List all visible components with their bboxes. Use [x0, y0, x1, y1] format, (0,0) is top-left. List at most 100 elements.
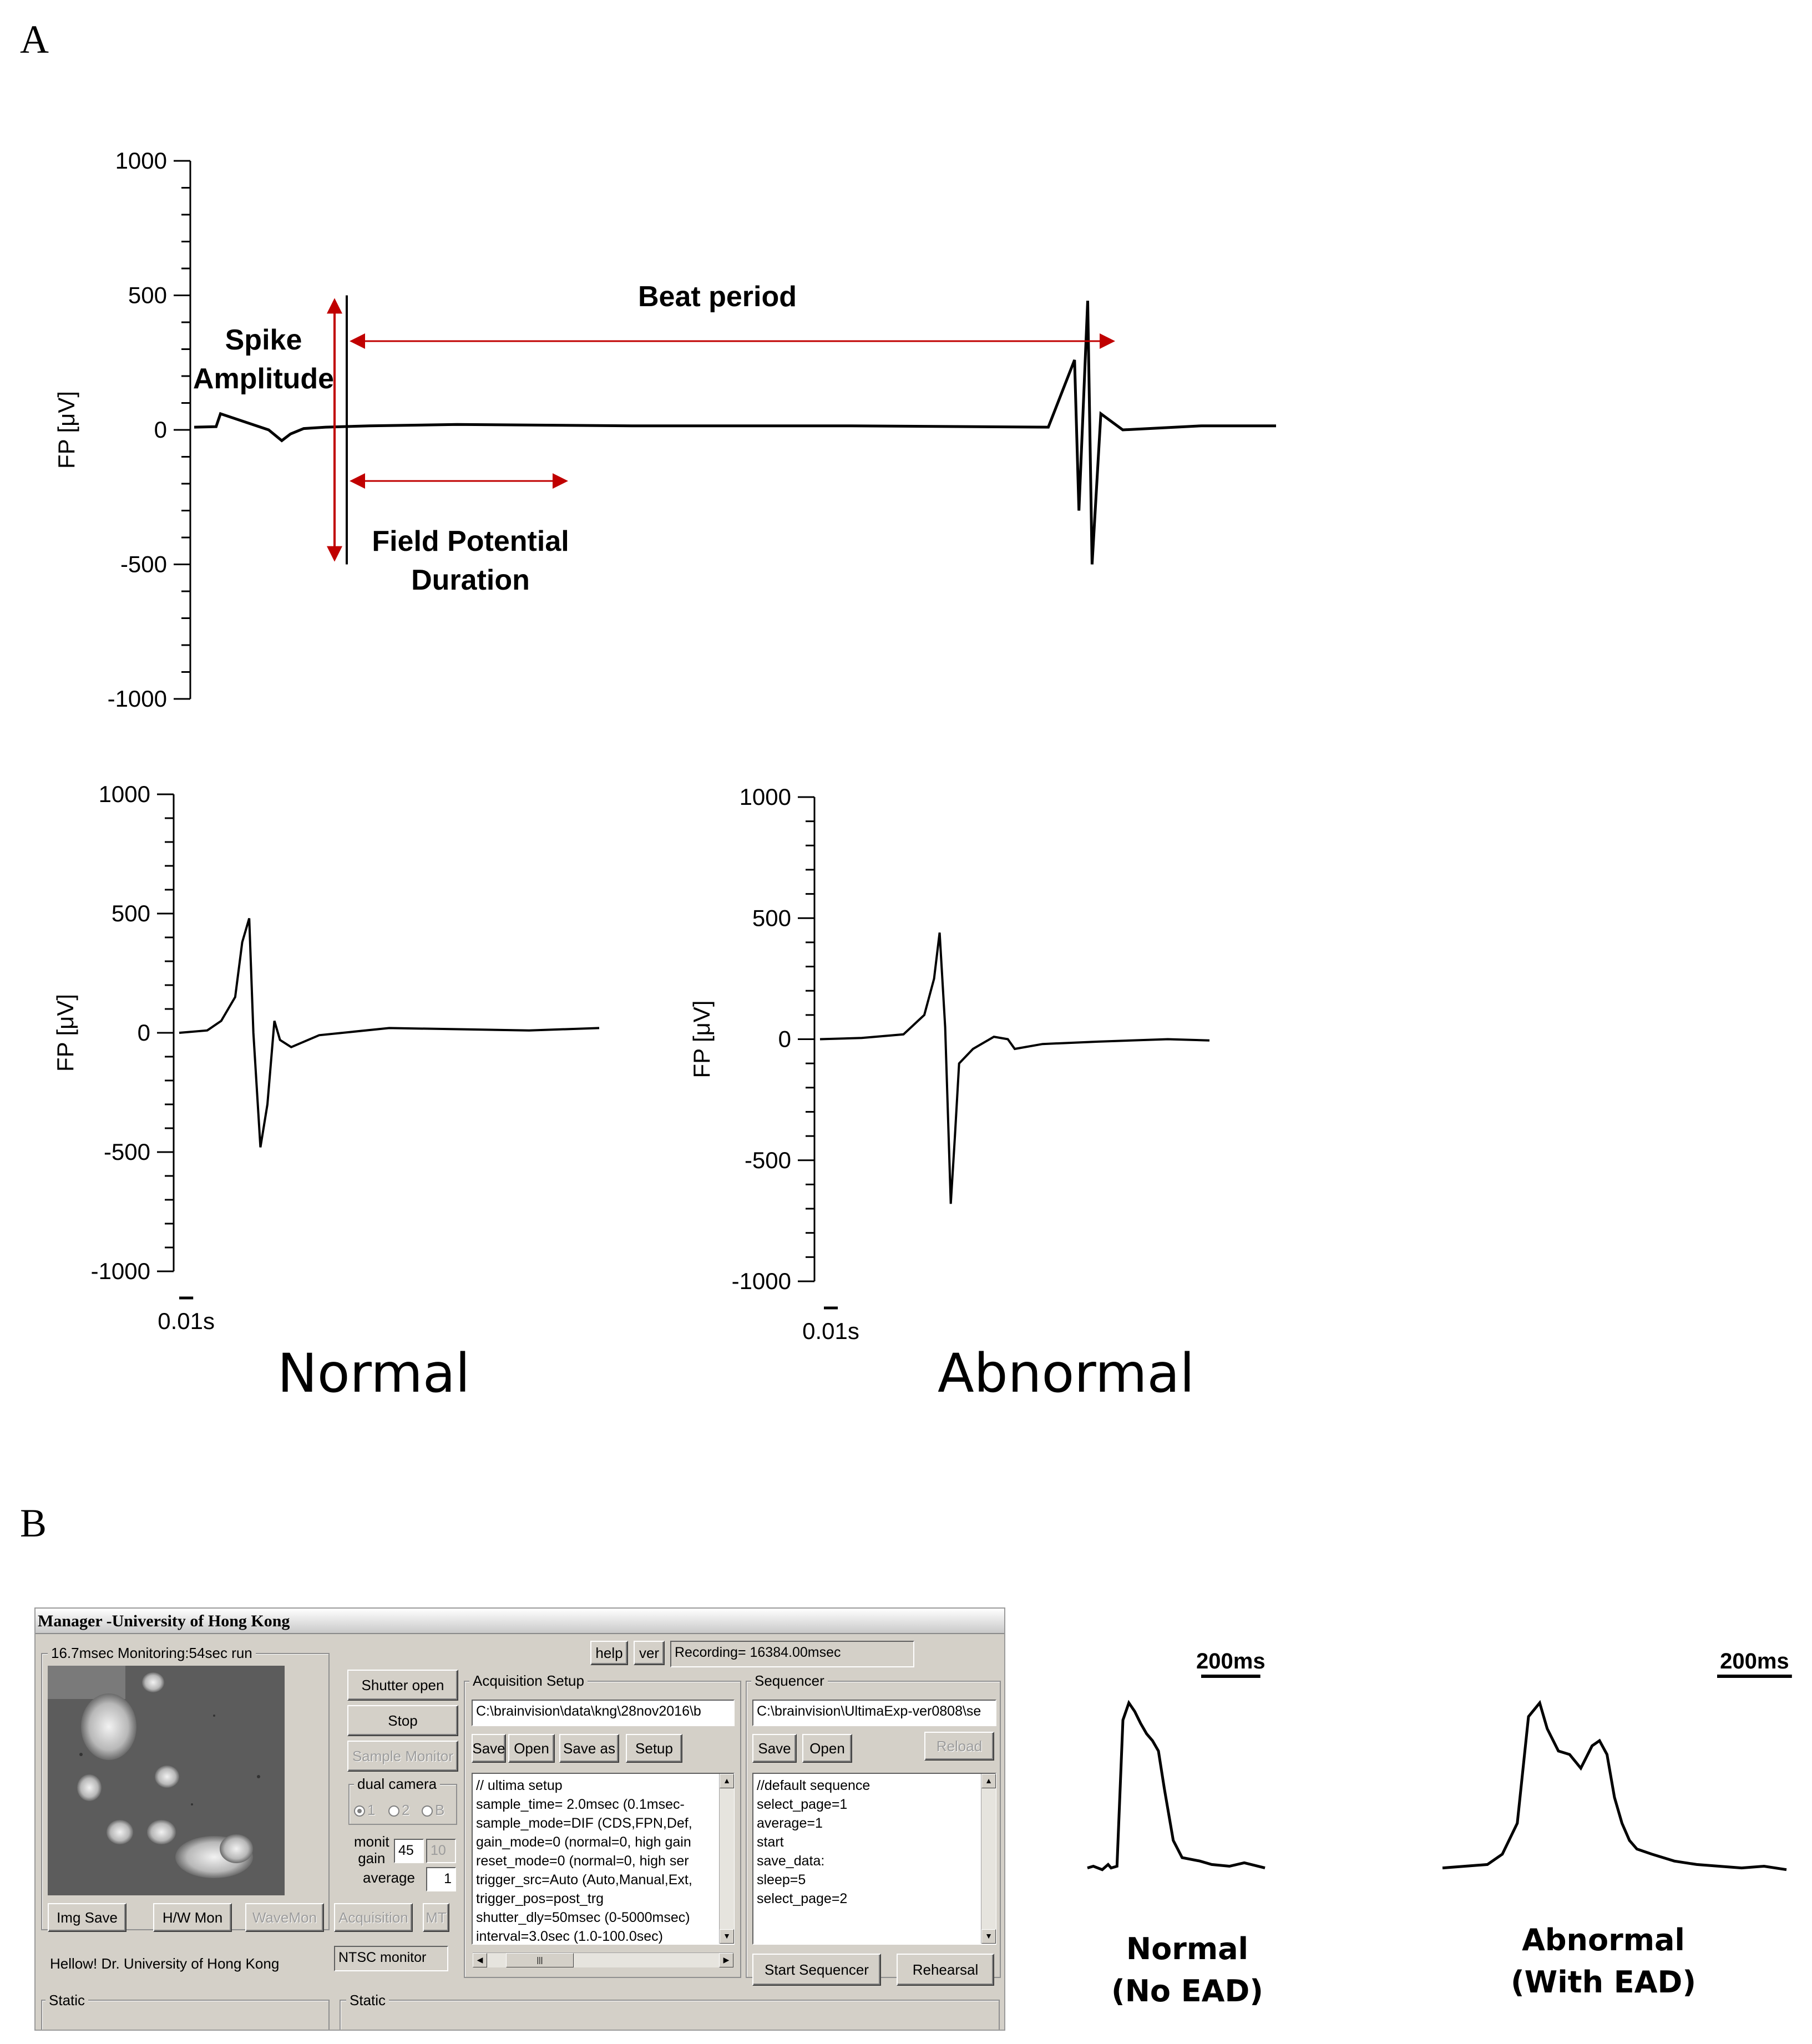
camera-preview-image: [48, 1666, 285, 1895]
hello-status-text: Hellow! Dr. University of Hong Kong: [50, 1955, 280, 1972]
average-input[interactable]: 1: [426, 1867, 456, 1891]
seq-save-button[interactable]: Save: [752, 1734, 797, 1763]
fp-normal-y-tick-label: -1000: [91, 1258, 150, 1284]
seq-vertical-scrollbar[interactable]: ▲ ▼: [981, 1774, 996, 1944]
chart-fp-full: 1000 500 0 -500 -1000 FP [μV] Spike Amplitude Be…: [53, 148, 1276, 712]
acq-vertical-scrollbar[interactable]: ▲ ▼: [719, 1774, 734, 1944]
fp-full-y-axis-label: FP [μV]: [53, 391, 79, 469]
beat-period-label: Beat period: [638, 281, 797, 313]
fpd-label: Field Potential: [372, 525, 569, 557]
fp-normal-series-line: [179, 918, 600, 1148]
fp-normal-y-tick-label: -500: [104, 1139, 150, 1165]
fp-full-series-line: [194, 301, 1276, 565]
spike-amplitude-arrowhead-up: [327, 298, 342, 314]
ap-abnormal-scalebar-label: 200ms: [1720, 1649, 1789, 1673]
radio-icon: [422, 1805, 433, 1817]
static-group-left: [41, 2000, 330, 2030]
fp-abnormal-y-axis-label: FP [μV]: [689, 1000, 715, 1078]
chart-ap-abnormal: 200ms: [1442, 1649, 1792, 1871]
stop-button[interactable]: Stop: [347, 1705, 458, 1736]
ap-normal-scalebar-label: 200ms: [1196, 1649, 1266, 1673]
acq-save-as-button[interactable]: Save as: [559, 1734, 619, 1763]
help-button[interactable]: help: [590, 1641, 628, 1665]
img-save-button[interactable]: Img Save: [48, 1903, 126, 1932]
ap-abnormal-series-line: [1442, 1700, 1787, 1871]
camera-option-2: 2: [402, 1802, 410, 1818]
acq-setup-line: // ultima setup: [476, 1778, 563, 1793]
camera-option-b: B: [435, 1802, 445, 1818]
fp-abnormal-scalebar-label: 0.01s: [802, 1318, 859, 1344]
caption-abnormal: Abnormal: [938, 1342, 1194, 1404]
scroll-thumb[interactable]: |||: [506, 1953, 574, 1967]
chart-fp-normal: 1000 500 0 -500 -1000 FP [μV] 0.01s: [52, 781, 600, 1334]
caption-normal: Normal: [277, 1342, 470, 1404]
acq-open-button[interactable]: Open: [508, 1734, 555, 1763]
fp-normal-y-tick-label: 0: [138, 1020, 150, 1046]
radio-icon: [388, 1805, 399, 1817]
sample-monitor-button[interactable]: Sample Monitor: [347, 1741, 458, 1772]
sequencer-line: save_data:: [757, 1853, 825, 1869]
gain-input[interactable]: 45: [394, 1839, 424, 1863]
camera-radio-b[interactable]: B: [422, 1802, 444, 1819]
fp-full-y-tick-label: 500: [128, 282, 167, 308]
acq-setup-line: sample_mode=DIF (CDS,FPN,Def,: [476, 1815, 692, 1831]
fp-normal-y-tick-label: 1000: [99, 781, 150, 807]
beat-period-arrowhead-left: [350, 333, 365, 349]
acq-setup-line: gain_mode=0 (normal=0, high gain: [476, 1834, 691, 1850]
seq-open-button[interactable]: Open: [802, 1734, 852, 1763]
scroll-up-icon[interactable]: ▲: [720, 1774, 734, 1788]
scroll-right-icon[interactable]: ▶: [719, 1953, 733, 1967]
camera-radio-1[interactable]: 1: [354, 1802, 375, 1819]
static-group-right: [340, 2000, 1000, 2030]
camera-radio-2[interactable]: 2: [388, 1802, 409, 1819]
acq-setup-button[interactable]: Setup: [626, 1734, 682, 1763]
sequencer-line: average=1: [757, 1815, 823, 1831]
scroll-left-icon[interactable]: ◀: [473, 1953, 487, 1967]
acq-setup-line: reset_mode=0 (normal=0, high ser: [476, 1853, 689, 1869]
hw-mon-button[interactable]: H/W Mon: [153, 1903, 232, 1932]
acq-horizontal-scrollbar[interactable]: ◀ ||| ▶: [473, 1952, 733, 1967]
mt-button[interactable]: MT: [423, 1903, 449, 1932]
acquisition-path-input[interactable]: C:\brainvision\data\kng\28nov2016\b: [472, 1700, 735, 1726]
start-sequencer-button[interactable]: Start Sequencer: [752, 1954, 881, 1986]
fpd-arrowhead-left: [350, 473, 365, 489]
caption-ap-abnormal: Abnormal (With EAD): [1511, 1923, 1696, 2000]
acquisition-software-window: Manager -University of Hong Kong 16.7mse…: [34, 1607, 1005, 2031]
ntsc-monitor-field: NTSC monitor: [334, 1946, 448, 1971]
sequencer-line: start: [757, 1834, 784, 1850]
static-label-right: Static: [346, 1992, 389, 2008]
fp-full-y-tick-label: -1000: [108, 686, 167, 712]
chart-ap-normal: 200ms: [1087, 1649, 1266, 1871]
fp-full-y-tick-label: -500: [120, 551, 167, 577]
spike-amplitude-label: Amplitude: [193, 363, 334, 395]
wavemon-button[interactable]: WaveMon: [245, 1903, 324, 1932]
window-title: Manager -University of Hong Kong: [36, 1609, 1004, 1634]
acquisition-button[interactable]: Acquisition: [334, 1903, 413, 1932]
acquisition-setup-label: Acquisition Setup: [469, 1673, 588, 1688]
recording-time-field: Recording= 16384.00msec: [670, 1641, 914, 1667]
sequencer-text[interactable]: //default sequence select_page=1 average=1…: [752, 1773, 996, 1945]
acq-setup-line: sample_time= 2.0msec (0.1msec-: [476, 1797, 685, 1812]
dual-camera-label: dual camera: [354, 1776, 441, 1792]
fp-abnormal-y-tick-label: -1000: [732, 1268, 791, 1294]
sequencer-path-input[interactable]: C:\brainvision\UltimaExp-ver0808\se: [752, 1700, 996, 1726]
sequencer-line: sleep=5: [757, 1872, 806, 1888]
acq-save-button[interactable]: Save: [472, 1734, 506, 1763]
rehearsal-button[interactable]: Rehearsal: [897, 1954, 994, 1986]
camera-option-1: 1: [367, 1802, 376, 1818]
acq-setup-line: interval=3.0sec (1.0-100.0sec): [476, 1929, 663, 1944]
fp-normal-scalebar-label: 0.01s: [158, 1308, 215, 1334]
acquisition-setup-group: [464, 1681, 741, 1978]
shutter-open-button[interactable]: Shutter open: [347, 1670, 458, 1701]
acquisition-setup-text[interactable]: // ultima setup sample_time= 2.0msec (0.1…: [472, 1773, 735, 1945]
fpd-label: Duration: [411, 564, 530, 596]
caption-ap-normal: Normal (No EAD): [1111, 1931, 1263, 2009]
reload-button[interactable]: Reload: [924, 1732, 994, 1761]
scroll-down-icon[interactable]: ▼: [720, 1929, 734, 1944]
fp-normal-y-tick-label: 500: [112, 900, 150, 926]
scroll-down-icon[interactable]: ▼: [981, 1929, 996, 1944]
scroll-up-icon[interactable]: ▲: [981, 1774, 996, 1788]
spike-amplitude-label: Spike: [225, 324, 302, 356]
monitor-status: 16.7msec Monitoring:54sec run: [48, 1645, 256, 1661]
ver-button[interactable]: ver: [634, 1641, 665, 1665]
